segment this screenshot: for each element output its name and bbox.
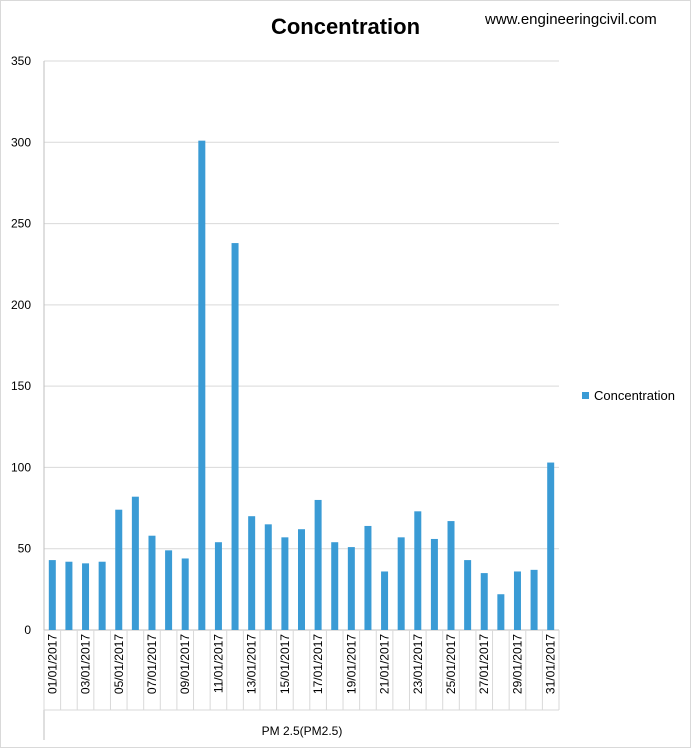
x-tick-label: 11/01/2017 xyxy=(211,634,225,693)
bar xyxy=(148,535,156,630)
y-tick-label: 350 xyxy=(11,54,31,68)
bar xyxy=(480,573,488,630)
bar xyxy=(298,529,305,630)
bar xyxy=(314,499,322,630)
x-tick-label: 03/01/2017 xyxy=(79,634,93,694)
legend-swatch xyxy=(582,392,589,399)
y-tick-label: 300 xyxy=(11,135,31,149)
bar xyxy=(165,550,173,630)
chart-title: Concentration xyxy=(270,14,421,39)
x-tick-label: 09/01/2017 xyxy=(178,634,192,694)
x-tick-label: 05/01/2017 xyxy=(112,634,126,694)
x-tick-label: 07/01/2017 xyxy=(145,634,159,694)
bar xyxy=(547,462,555,630)
bar xyxy=(513,571,521,630)
bar xyxy=(430,538,438,630)
bar xyxy=(364,525,372,630)
x-tick-label: 21/01/2017 xyxy=(378,634,392,694)
bar xyxy=(98,561,106,630)
x-tick-label: 25/01/2017 xyxy=(444,634,458,694)
bar xyxy=(82,563,90,630)
bar xyxy=(214,542,222,630)
bar xyxy=(181,558,189,630)
bar xyxy=(497,594,505,630)
x-tick-label: 17/01/2017 xyxy=(311,634,325,694)
bar xyxy=(248,516,256,630)
x-tick-label: 15/01/2017 xyxy=(278,634,292,694)
y-tick-label: 0 xyxy=(24,623,31,637)
bar xyxy=(347,547,355,630)
bar xyxy=(530,569,538,630)
x-tick-label: 29/01/2017 xyxy=(510,634,524,694)
bar xyxy=(264,524,272,630)
bar xyxy=(65,561,73,630)
x-tick-label: 31/01/2017 xyxy=(544,634,558,694)
y-tick-label: 250 xyxy=(11,217,31,231)
y-tick-label: 100 xyxy=(11,460,31,474)
legend-label: Concentration xyxy=(594,388,675,403)
bar xyxy=(115,509,123,630)
bar xyxy=(231,243,239,630)
x-tick-label: 23/01/2017 xyxy=(411,634,425,694)
x-tick-label: 01/01/2017 xyxy=(45,634,59,694)
bar xyxy=(48,560,56,630)
bar xyxy=(281,537,289,630)
x-tick-label: 19/01/2017 xyxy=(344,634,358,694)
bar xyxy=(464,560,472,630)
legend: Concentration xyxy=(582,388,675,403)
bar xyxy=(131,496,139,630)
x-axis-title: PM 2.5(PM2.5) xyxy=(262,724,343,738)
bar xyxy=(198,140,206,630)
bar xyxy=(414,511,422,630)
bar xyxy=(397,537,405,630)
bar xyxy=(331,542,339,630)
y-tick-label: 200 xyxy=(11,298,31,312)
x-tick-label: 27/01/2017 xyxy=(477,634,491,694)
bar xyxy=(381,571,389,630)
x-tick-label: 13/01/2017 xyxy=(245,634,259,694)
y-tick-label: 50 xyxy=(18,542,32,556)
bar xyxy=(447,521,455,630)
watermark-text: www.engineeringcivil.com xyxy=(485,11,657,28)
y-tick-label: 150 xyxy=(11,379,31,393)
